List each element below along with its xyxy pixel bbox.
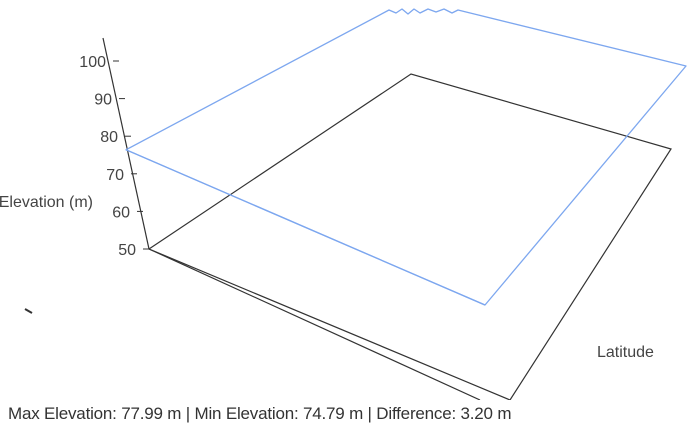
z-tick-label-80: 80 <box>100 129 118 146</box>
z-tick-label-100: 100 <box>79 54 106 71</box>
z-axis-line <box>102 37 150 250</box>
z-axis-title: Elevation (m) <box>0 194 93 211</box>
surface-outline <box>125 8 687 306</box>
elevation-surface <box>125 8 687 306</box>
axis-frame <box>24 37 672 400</box>
elevation-stats: Max Elevation: 77.99 m | Min Elevation: … <box>8 404 512 423</box>
x-axis-tick-mark <box>24 308 33 314</box>
z-tick-label-60: 60 <box>112 204 130 221</box>
chart-3d-plot[interactable]: 50 60 70 80 90 100 Elevation (m) Latitude <box>0 0 699 400</box>
z-axis-ticks <box>113 60 149 250</box>
z-axis-tick-labels: 50 60 70 80 90 100 <box>79 54 136 259</box>
z-tick-label-90: 90 <box>94 92 112 109</box>
chart-svg[interactable]: 50 60 70 80 90 100 Elevation (m) Latitude <box>0 0 699 400</box>
z-tick-label-70: 70 <box>106 167 124 184</box>
surface-front-edge <box>125 149 486 306</box>
base-frame <box>147 73 672 400</box>
base-front-edge <box>148 248 481 400</box>
z-tick-label-50: 50 <box>118 242 136 259</box>
latitude-axis-title: Latitude <box>597 344 654 361</box>
